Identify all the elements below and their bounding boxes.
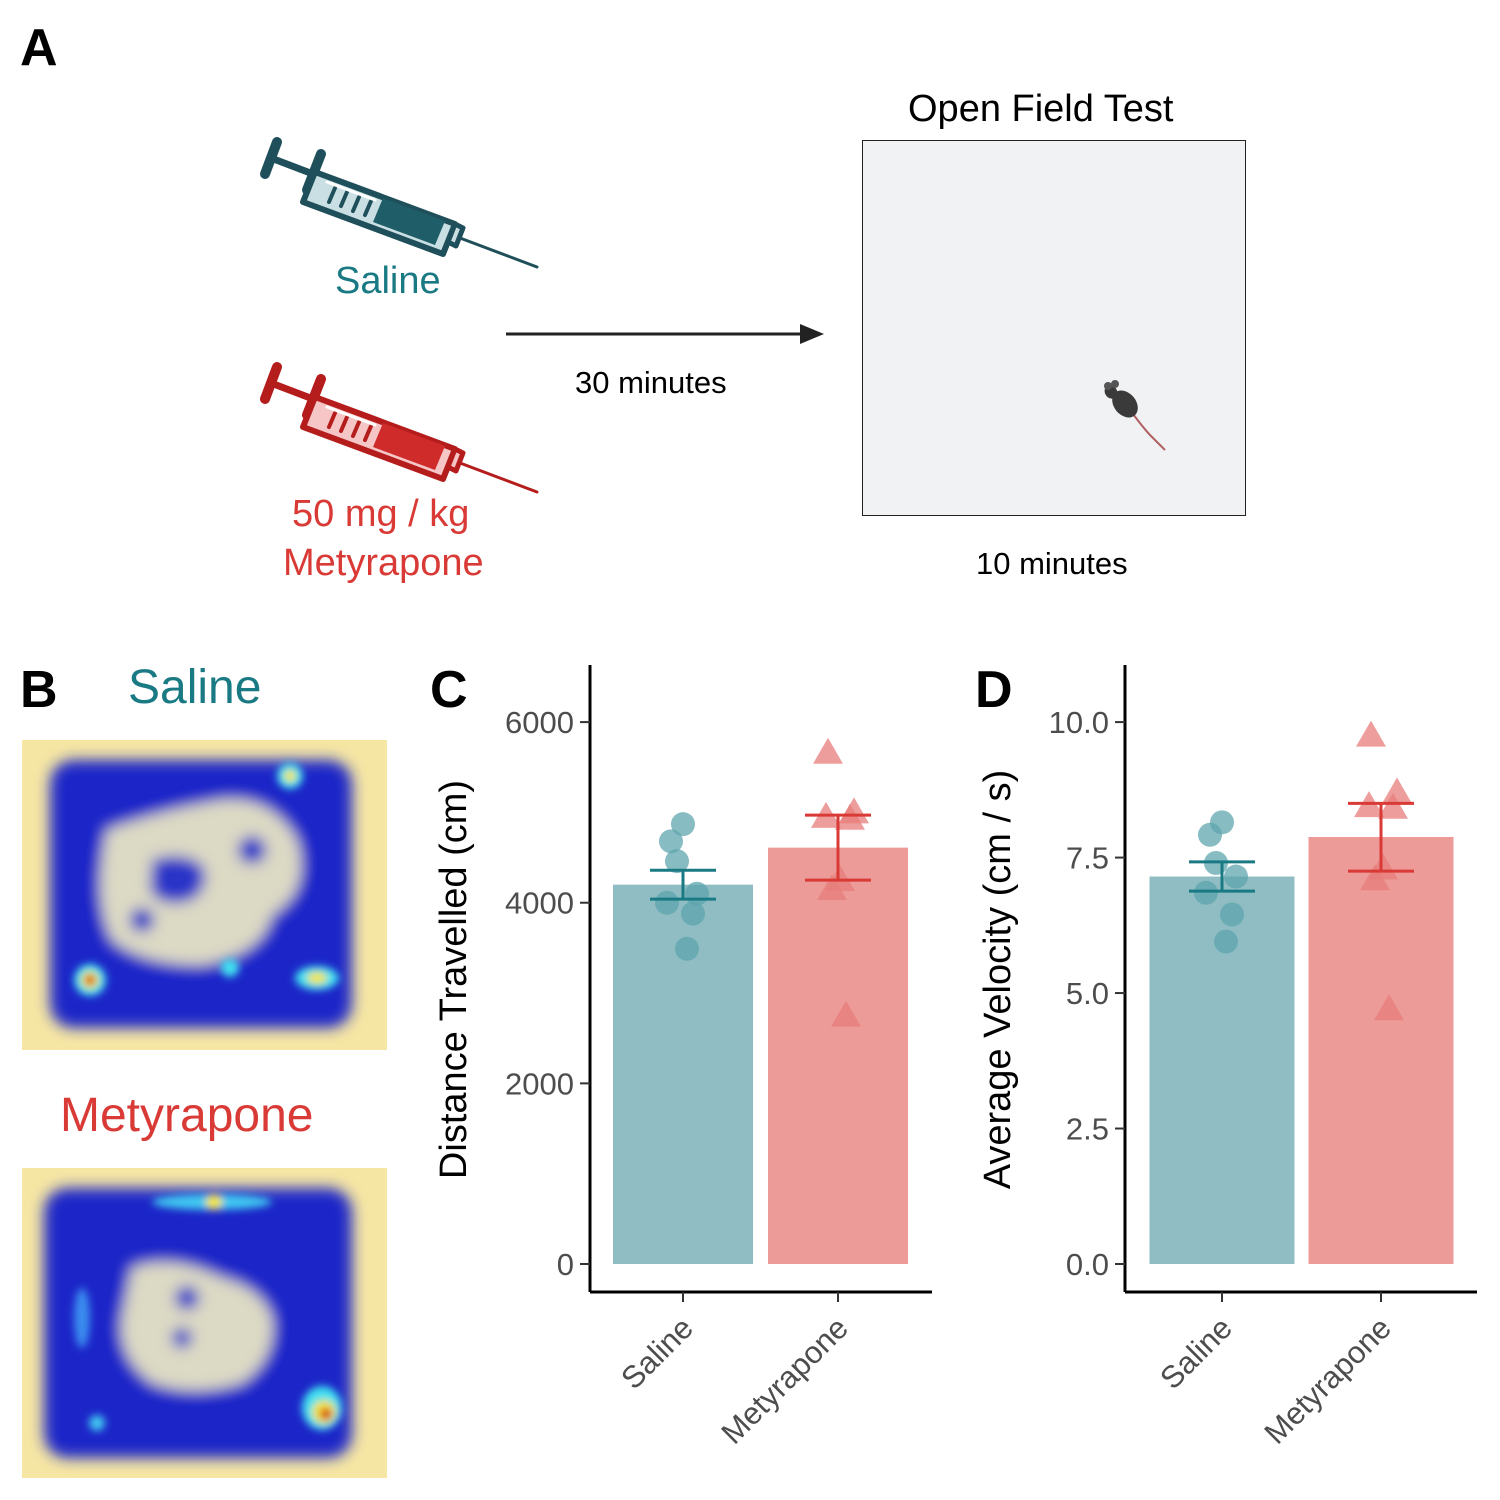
y-tick-label: 4000 [505,886,574,921]
y-axis-title: Average Velocity (cm / s) [977,770,1019,1190]
y-tick-label: 0 [557,1247,574,1282]
data-point-metyrapone [1360,864,1390,891]
data-point-metyrapone [813,737,843,764]
mouse-icon [1104,380,1166,451]
syringe-saline-icon [260,137,539,269]
data-point-metyrapone [817,874,847,901]
open-field-title: Open Field Test [908,88,1174,130]
y-axis-title: Distance Travelled (cm) [433,780,475,1179]
panel-letter-d: D [975,661,1013,719]
metyrapone-treatment-label: Metyrapone [283,542,484,584]
data-point-saline [1214,929,1238,954]
data-point-saline [655,890,679,915]
timeline-arrow-icon [506,324,824,344]
data-point-metyrapone [1382,777,1412,804]
data-point-metyrapone [1378,792,1408,819]
saline-treatment-label: Saline [335,260,441,302]
y-tick-label: 2000 [505,1066,574,1101]
data-point-saline [1220,902,1244,927]
data-point-saline [681,901,705,926]
syringe-metyrapone-icon [260,362,539,494]
distance-chart: 0 2000 4000 6000 Distance Travelled (cm) Sali… [433,665,932,1451]
y-tick-label: 2.5 [1066,1112,1109,1147]
panel-letter-b: B [20,661,58,719]
data-point-saline [1224,864,1248,889]
x-tick-label-metyrapone: Metyrapone [1257,1310,1398,1451]
panel-letter-a: A [20,19,58,77]
data-point-metyrapone [835,803,865,830]
x-tick-label-metyrapone: Metyrapone [714,1310,855,1451]
data-point-saline [659,829,683,854]
data-point-saline [685,881,709,906]
test-duration-label: 10 minutes [976,546,1128,581]
x-tick-label-saline: Saline [614,1310,700,1396]
data-point-metyrapone [1374,994,1404,1021]
bar-metyrapone [768,847,908,1264]
heatmap-metyrapone-title: Metyrapone [60,1089,314,1142]
data-point-saline [675,936,699,961]
y-tick-label: 6000 [505,705,574,740]
panel-letter-c: C [430,661,468,719]
y-tick-label: 0.0 [1066,1247,1109,1282]
metyrapone-dose-label: 50 mg / kg [292,493,470,535]
heatmap-metyrapone-image [22,1168,387,1478]
heatmap-saline-title: Saline [128,661,262,714]
data-point-saline [671,812,695,837]
data-point-saline [665,849,689,874]
x-tick-label-saline: Saline [1153,1310,1239,1396]
data-point-metyrapone [831,1000,861,1027]
y-tick-label: 7.5 [1066,841,1109,876]
velocity-chart: 0.0 2.5 5.0 7.5 10.0 Average Velocity (cm / s… [977,665,1477,1451]
y-tick-label: 10.0 [1049,705,1109,740]
bar-metyrapone [1308,836,1454,1264]
data-point-saline [1194,880,1218,905]
data-point-metyrapone [1356,720,1386,747]
delay-label: 30 minutes [575,365,727,400]
y-tick-label: 5.0 [1066,976,1109,1011]
open-field-arena [862,140,1246,516]
data-point-saline [1198,822,1222,847]
heatmap-saline-image [22,740,387,1050]
